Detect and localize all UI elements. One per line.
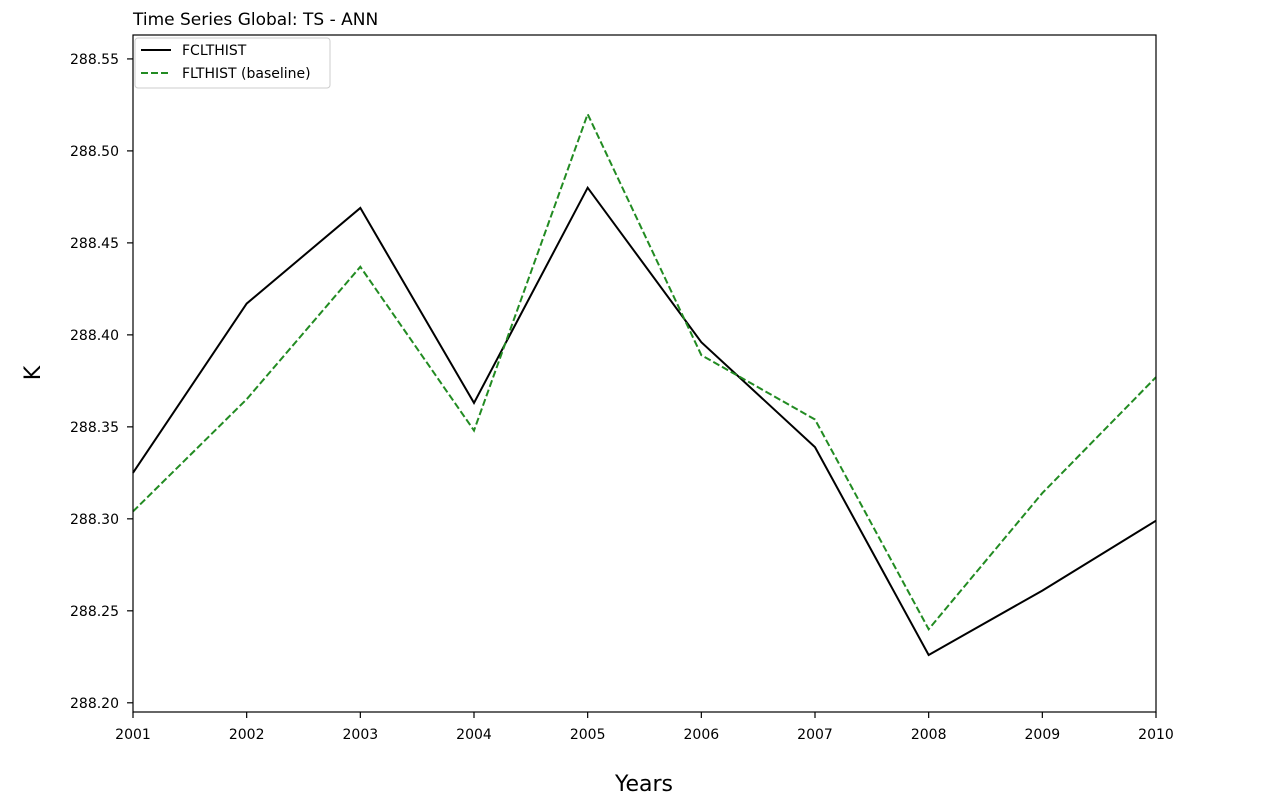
legend-box bbox=[134, 37, 331, 89]
y-axis-label: K bbox=[21, 365, 46, 380]
y-tick-label: 288.25 bbox=[70, 604, 119, 620]
y-tick-label: 288.40 bbox=[70, 328, 119, 344]
y-tick-label: 288.20 bbox=[70, 696, 119, 712]
x-tick-label: 2004 bbox=[456, 727, 492, 743]
x-tick-label: 2002 bbox=[229, 727, 265, 743]
plot-frame bbox=[132, 34, 1157, 713]
y-tick-label: 288.45 bbox=[70, 236, 119, 252]
legend-label-flthist-baseline: FLTHIST (baseline) bbox=[182, 66, 311, 82]
series-line-fclthist bbox=[132, 185, 1157, 657]
x-tick-label: 2007 bbox=[797, 727, 833, 743]
y-tick-label: 288.50 bbox=[70, 144, 119, 160]
series-lines bbox=[132, 111, 1157, 657]
legend-label-fclthist: FCLTHIST bbox=[182, 43, 247, 59]
y-tick-label: 288.30 bbox=[70, 512, 119, 528]
x-tick-label: 2010 bbox=[1138, 727, 1174, 743]
x-tick-label: 2005 bbox=[570, 727, 606, 743]
x-axis-label: Years bbox=[614, 772, 673, 797]
x-tick-label: 2009 bbox=[1025, 727, 1061, 743]
legend: FCLTHIST FLTHIST (baseline) bbox=[134, 37, 331, 89]
y-tick-label: 288.55 bbox=[70, 52, 119, 68]
x-tick-label: 2003 bbox=[343, 727, 379, 743]
x-tick-label: 2008 bbox=[911, 727, 947, 743]
x-tick-label: 2001 bbox=[115, 727, 151, 743]
chart-title: Time Series Global: TS - ANN bbox=[132, 10, 378, 30]
y-tick-label: 288.35 bbox=[70, 420, 119, 436]
axis-ticks: 2001 2002 2003 2004 2005 2006 2007 2008 2009 2010… bbox=[70, 52, 1174, 743]
x-tick-label: 2006 bbox=[684, 727, 720, 743]
series-line-flthist-baseline bbox=[132, 111, 1157, 631]
